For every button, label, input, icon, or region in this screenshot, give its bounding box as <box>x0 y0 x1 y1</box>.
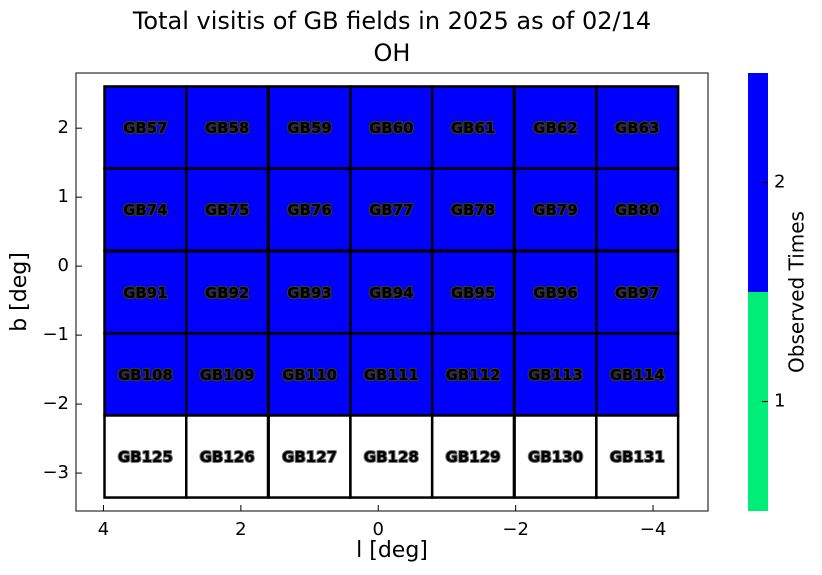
field-label: GB97 <box>615 284 660 302</box>
y-tick-label: 1 <box>58 186 69 207</box>
field-cell <box>185 250 270 335</box>
field-cell <box>185 414 270 499</box>
chart-subtitle: OH <box>374 39 411 67</box>
field-label: GB108 <box>118 366 173 384</box>
y-axis-label: b [deg] <box>7 252 32 332</box>
field-cell <box>103 332 188 417</box>
field-cell <box>513 332 598 417</box>
field-label: GB112 <box>446 366 501 384</box>
field-label: GB60 <box>369 119 414 137</box>
field-cell <box>513 250 598 335</box>
field-label: GB113 <box>528 366 583 384</box>
chart-title: Total visitis of GB fields in 2025 as of… <box>132 7 651 35</box>
field-cell <box>595 414 680 499</box>
x-tick-label: 2 <box>235 519 246 540</box>
field-cell <box>595 167 680 252</box>
field-cell <box>267 414 352 499</box>
x-tick-label: 4 <box>98 519 109 540</box>
colorbar-segment <box>748 73 768 292</box>
field-label: GB57 <box>123 119 168 137</box>
field-cell <box>349 414 434 499</box>
field-label: GB92 <box>205 284 250 302</box>
field-label: GB74 <box>123 201 168 219</box>
field-label: GB126 <box>200 448 255 466</box>
field-label: GB75 <box>205 201 250 219</box>
field-label: GB78 <box>451 201 496 219</box>
field-label: GB91 <box>123 284 168 302</box>
field-label: GB131 <box>610 448 665 466</box>
x-tick-label: 0 <box>373 519 384 540</box>
field-cell <box>103 167 188 252</box>
field-label: GB63 <box>615 119 660 137</box>
field-label: GB110 <box>282 366 337 384</box>
field-label: GB94 <box>369 284 414 302</box>
colorbar-segment <box>748 292 768 511</box>
field-label: GB127 <box>282 448 337 466</box>
y-tick-label: −1 <box>42 324 69 345</box>
y-tick-label: 0 <box>58 255 69 276</box>
field-cell <box>349 167 434 252</box>
field-label: GB129 <box>446 448 501 466</box>
field-label: GB125 <box>118 448 173 466</box>
field-cell <box>103 250 188 335</box>
field-label: GB77 <box>369 201 414 219</box>
x-tick-label: −4 <box>640 519 667 540</box>
field-cell <box>185 332 270 417</box>
field-label: GB96 <box>533 284 578 302</box>
field-label: GB111 <box>364 366 419 384</box>
field-label: GB79 <box>533 201 578 219</box>
field-label: GB80 <box>615 201 660 219</box>
x-tick-label: −2 <box>502 519 529 540</box>
field-label: GB61 <box>451 119 496 137</box>
field-cell <box>430 167 516 252</box>
field-label: GB114 <box>610 366 665 384</box>
field-label: GB62 <box>533 119 578 137</box>
field-label: GB109 <box>200 366 255 384</box>
x-axis-label: l [deg] <box>356 538 428 563</box>
field-cell <box>267 250 352 335</box>
colorbar-tick-label: 2 <box>774 172 785 193</box>
plot-frame <box>75 72 709 512</box>
colorbar-tick-label: 1 <box>774 391 785 412</box>
field-label: GB59 <box>287 119 332 137</box>
field-label: GB128 <box>364 448 419 466</box>
field-cell <box>185 167 270 252</box>
field-cell <box>513 85 598 170</box>
y-tick-label: −2 <box>42 393 69 414</box>
field-label: GB76 <box>287 201 332 219</box>
field-cell <box>349 85 434 170</box>
field-cell <box>103 414 188 499</box>
field-label: GB130 <box>528 448 583 466</box>
field-cell <box>430 332 516 417</box>
y-tick-label: −3 <box>42 462 69 483</box>
field-label: GB93 <box>287 284 332 302</box>
field-label: GB95 <box>451 284 496 302</box>
field-label: GB58 <box>205 119 250 137</box>
field-cell <box>595 85 680 170</box>
y-tick-label: 2 <box>58 117 69 138</box>
colorbar-label: Observed Times <box>785 211 809 373</box>
